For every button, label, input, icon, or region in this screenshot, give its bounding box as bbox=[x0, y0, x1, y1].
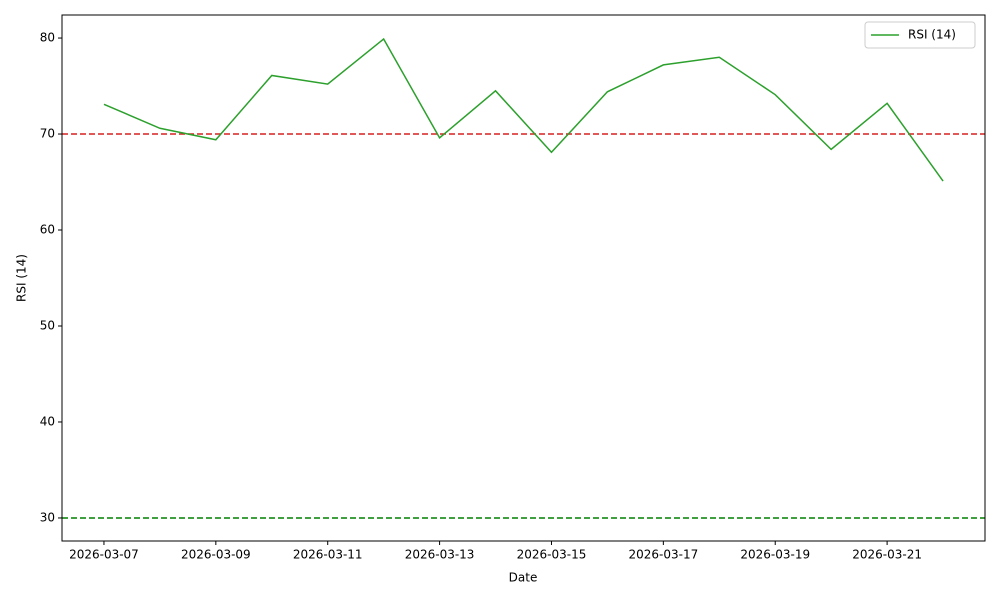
x-tick-label: 2026-03-09 bbox=[181, 548, 251, 562]
x-tick-label: 2026-03-19 bbox=[740, 548, 810, 562]
rsi-line bbox=[103, 37, 944, 182]
x-tick-label: 2026-03-15 bbox=[517, 548, 587, 562]
x-axis-label: Date bbox=[509, 571, 538, 585]
y-tick-label: 50 bbox=[40, 318, 55, 332]
y-tick-label: 60 bbox=[40, 223, 55, 237]
y-axis-label: RSI (14) bbox=[15, 254, 29, 302]
plot-frame bbox=[61, 14, 986, 542]
y-tick-label: 30 bbox=[40, 510, 55, 524]
legend-label: RSI (14) bbox=[908, 28, 956, 42]
y-tick-label: 80 bbox=[40, 31, 55, 45]
y-tick-label: 40 bbox=[40, 414, 55, 428]
y-tick-label: 70 bbox=[40, 127, 55, 141]
x-tick-label: 2026-03-21 bbox=[852, 548, 922, 562]
x-tick-label: 2026-03-17 bbox=[628, 548, 698, 562]
x-tick-label: 2026-03-13 bbox=[405, 548, 475, 562]
legend-box bbox=[864, 21, 976, 49]
x-tick-label: 2026-03-11 bbox=[293, 548, 363, 562]
x-tick-label: 2026-03-07 bbox=[69, 548, 139, 562]
